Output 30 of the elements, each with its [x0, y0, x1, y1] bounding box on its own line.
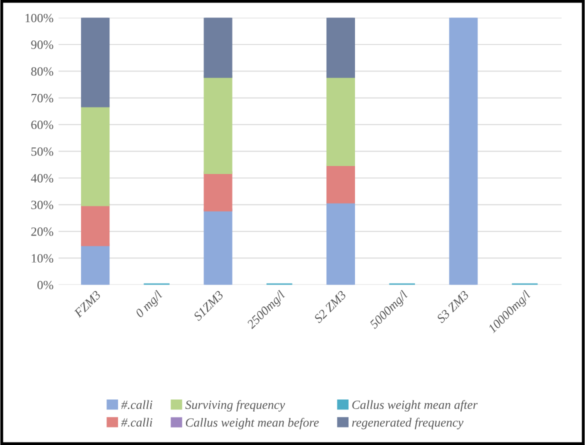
bar	[81, 203, 110, 246]
bar	[449, 18, 478, 285]
y-tick-label: 40%	[30, 174, 54, 182]
bar	[204, 171, 232, 212]
bar	[81, 243, 110, 285]
y-tick-label: 70%	[32, 94, 54, 102]
legend-label: #.calli	[121, 400, 152, 410]
y-tick-label: 20%	[31, 227, 54, 236]
legend-label: regenerated frequency	[352, 418, 464, 430]
legend-label: #.calli	[121, 418, 152, 427]
bar	[326, 163, 355, 204]
bar	[326, 75, 355, 166]
y-tick-label: 80%	[31, 67, 54, 76]
bar	[204, 208, 232, 285]
y-tick-label: 30%	[31, 200, 54, 210]
bar	[81, 18, 110, 108]
legend-label: Callus weight mean before	[186, 418, 319, 430]
legend-label: Callus weight mean after	[352, 400, 478, 412]
bar	[326, 200, 355, 285]
bar	[204, 75, 232, 174]
bar	[326, 18, 355, 78]
legend-label: Surviving frequency	[185, 400, 286, 412]
y-tick-label: 50%	[31, 147, 54, 156]
y-tick-label: 0%	[37, 280, 54, 290]
y-tick-label: 60%	[31, 120, 54, 130]
bar	[81, 104, 110, 206]
y-tick-label: 100%	[26, 14, 54, 22]
y-tick-label: 90%	[31, 40, 54, 49]
bar	[204, 18, 232, 78]
y-tick-label: 10%	[32, 254, 54, 263]
